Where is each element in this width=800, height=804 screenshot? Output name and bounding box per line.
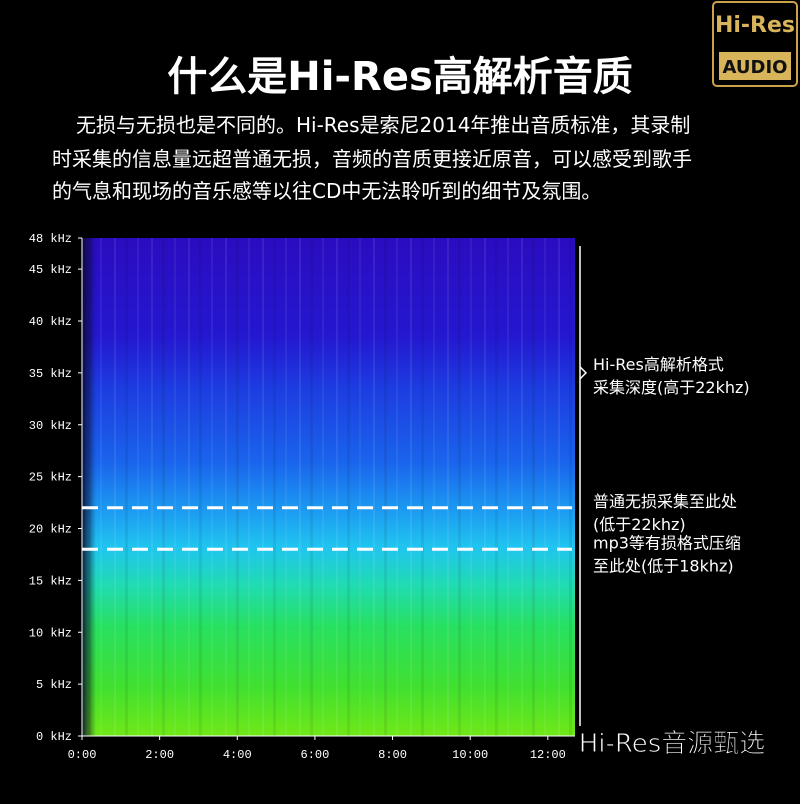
annotation: Hi-Res高解析格式 [593,355,724,374]
y-tick-label: 5 kHz [36,678,72,692]
y-tick-label: 15 kHz [29,574,72,588]
bracket-arrow [579,366,588,380]
x-tick-label: 0:00 [68,748,97,762]
x-tick-label: 10:00 [452,748,488,762]
intro-line: 无损与无损也是不同的。Hi-Res是索尼2014年推出音质标准，其录制 [76,113,690,137]
y-tick-label: 10 kHz [29,626,72,640]
watermark: Hi-Res音源甄选 [579,729,766,759]
x-tick-label: 8:00 [378,748,407,762]
y-tick-label: 40 kHz [29,315,72,329]
title: 什么是Hi-Res高解析音质 [167,54,633,100]
y-tick-label: 20 kHz [29,523,72,537]
y-tick-label: 48 kHz [29,232,72,246]
spectrum-texture [82,238,575,736]
y-tick-label: 30 kHz [29,419,72,433]
annotation: mp3等有损格式压缩 [593,533,741,552]
logo-top: Hi-Res [715,13,795,38]
x-tick-label: 2:00 [145,748,174,762]
intro-line: 时采集的信息量远超普通无损，音频的音质更接近原音，可以感受到歌手 [52,147,692,171]
x-tick-label: 6:00 [301,748,330,762]
annotation: (低于22khz) [593,515,686,534]
y-tick-label: 35 kHz [29,367,72,381]
annotation: 普通无损采集至此处 [593,492,737,511]
logo-bottom: AUDIO [723,57,788,78]
annotation: 采集深度(高于22khz) [593,378,750,397]
spectrogram [81,238,575,737]
x-tick-label: 4:00 [223,748,252,762]
spectrum-edge [82,238,96,736]
y-tick-label: 0 kHz [36,730,72,744]
y-tick-label: 25 kHz [29,471,72,485]
annotation: 至此处(低于18khz) [593,556,734,575]
y-tick-label: 45 kHz [29,263,72,277]
x-tick-label: 12:00 [530,748,566,762]
intro-line: 的气息和现场的音乐感等以往CD中无法聆听到的细节及氛围。 [52,179,601,203]
logo: Hi-Res AUDIO [712,1,798,87]
